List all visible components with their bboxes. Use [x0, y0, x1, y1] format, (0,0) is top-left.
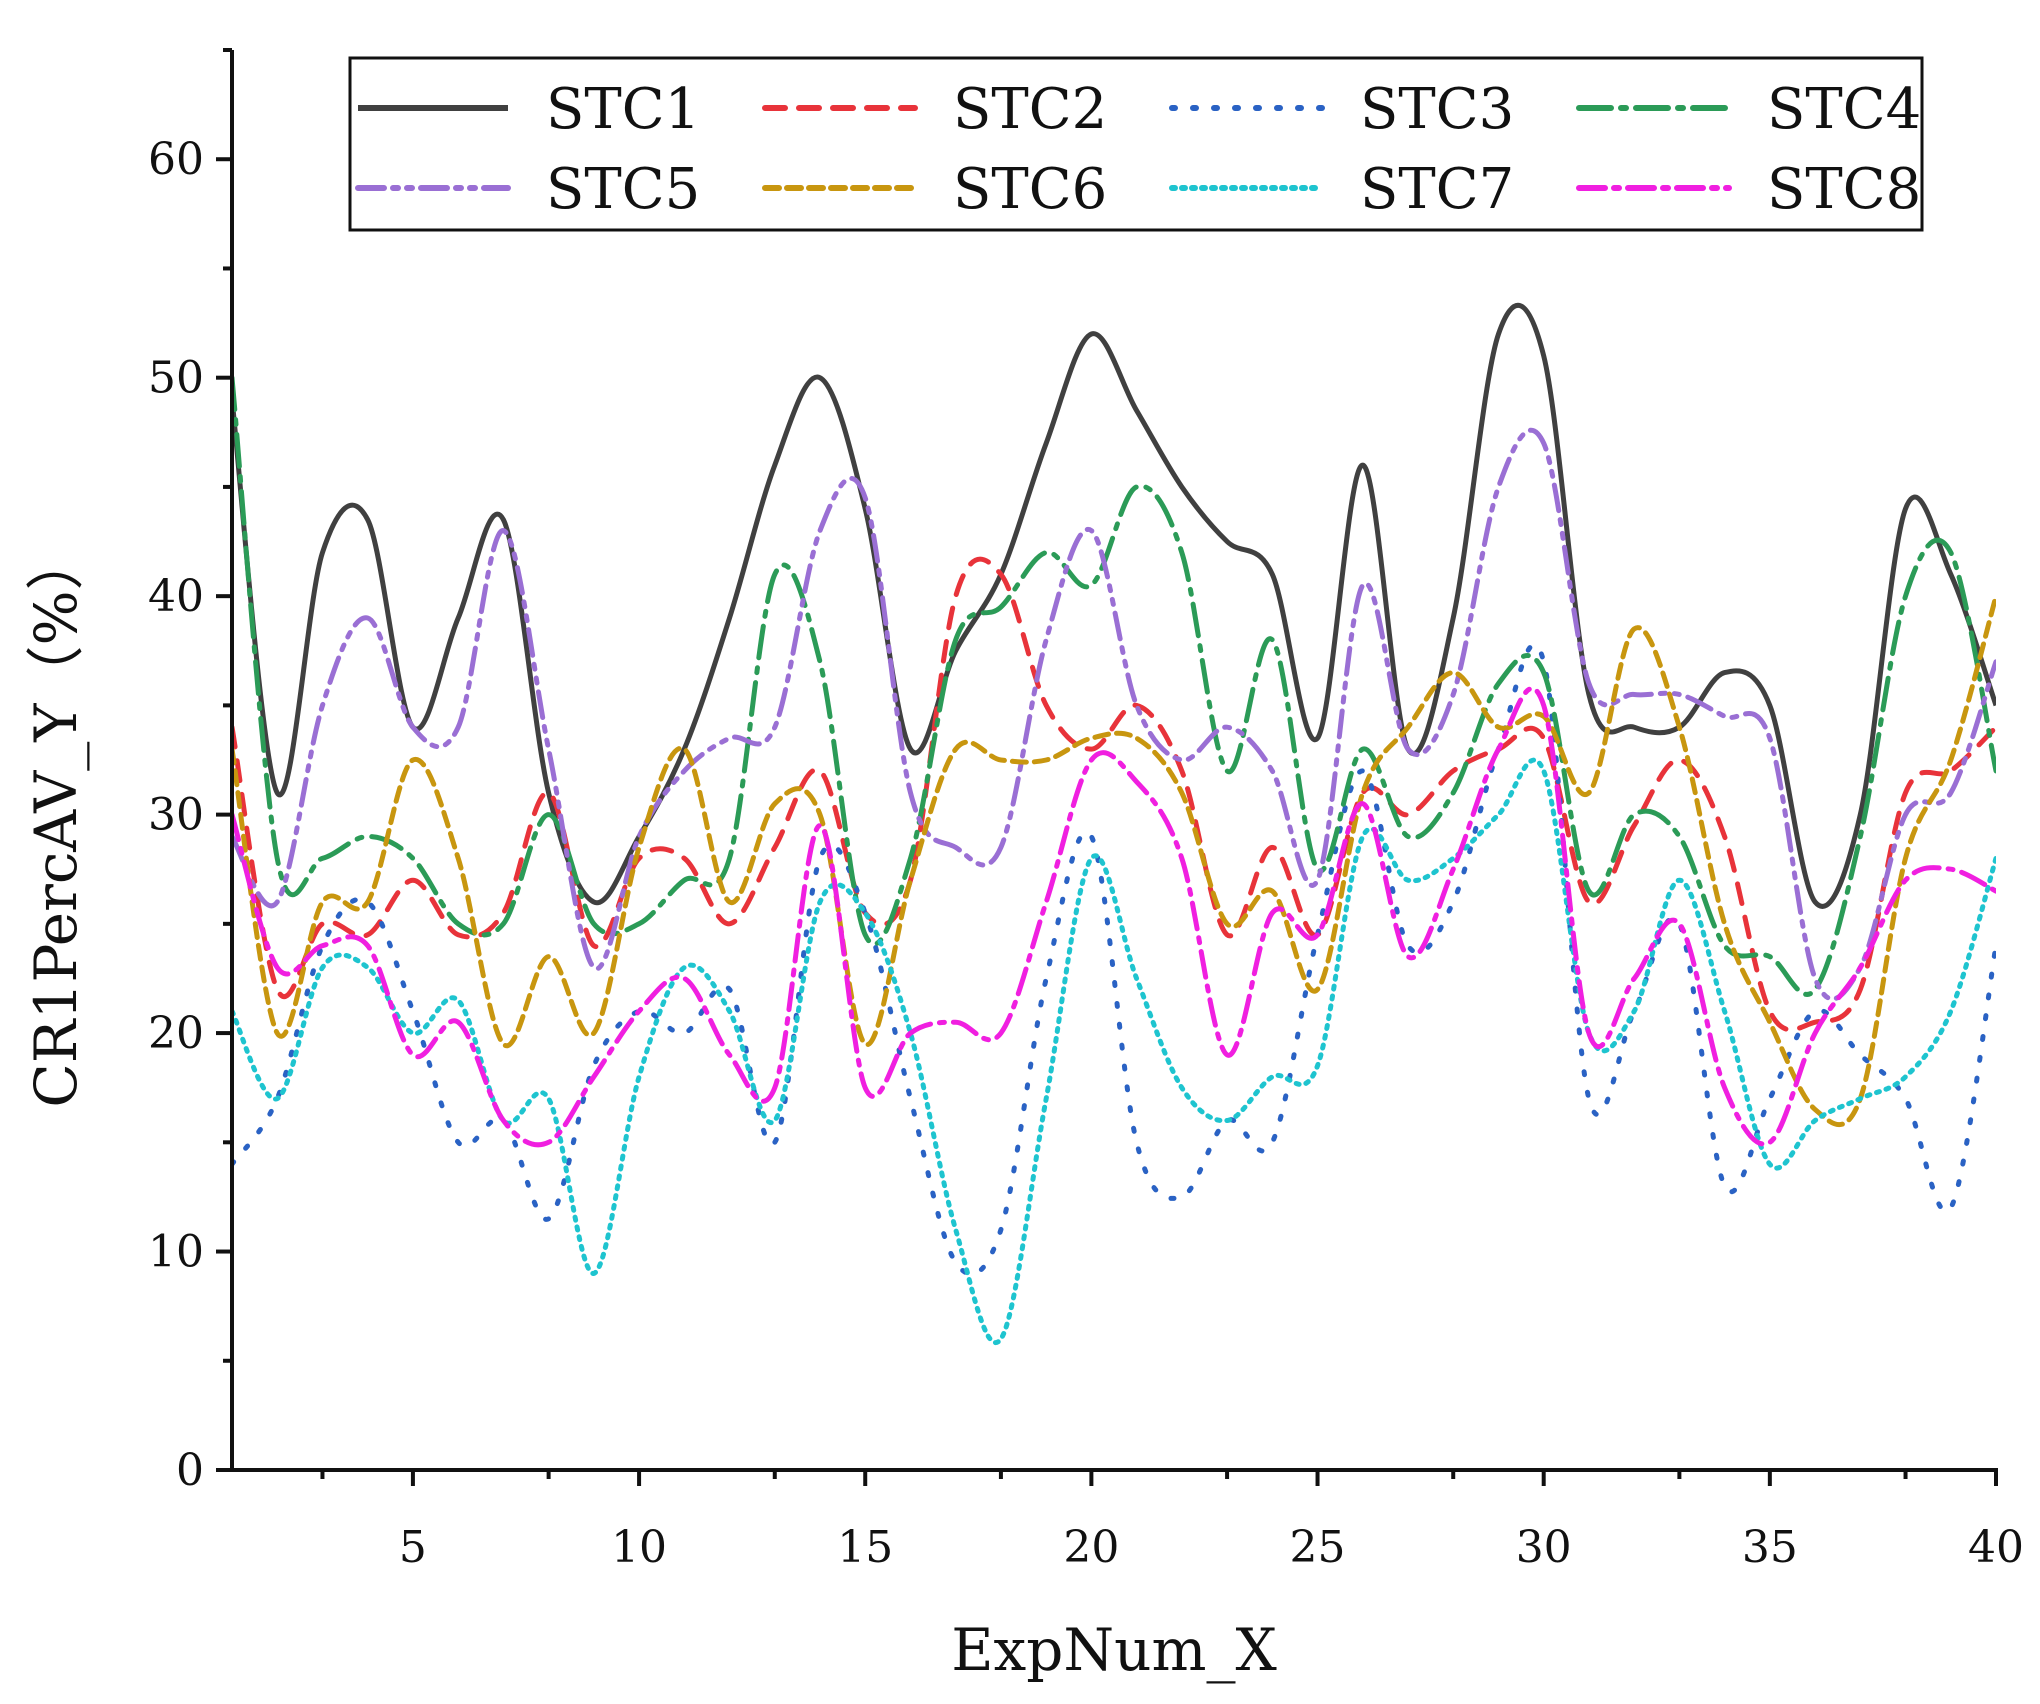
series-line-stc1 [232, 302, 1996, 909]
y-tick-label: 30 [148, 790, 204, 841]
legend-label: STC1 [546, 77, 700, 142]
legend-label: STC6 [953, 157, 1107, 222]
legend-item-stc5: STC5 [355, 157, 700, 222]
x-tick-label: 30 [1516, 1522, 1572, 1573]
legend-item-stc6: STC6 [762, 157, 1107, 222]
series-line-stc4 [232, 375, 1996, 997]
x-tick-label: 35 [1742, 1522, 1798, 1573]
legend-label: STC7 [1360, 157, 1514, 222]
legend-frame [348, 56, 1924, 232]
x-tick-label: 5 [399, 1522, 427, 1573]
x-tick-label: 20 [1063, 1522, 1119, 1573]
series-line-stc2 [232, 556, 1996, 1033]
legend: STC1 STC2 STC3 STC4 STC5 STC6 STC7 STC8 [348, 56, 1924, 232]
y-tick-label: 40 [148, 571, 204, 622]
series-line-stc3 [232, 642, 1996, 1277]
legend-item-stc1: STC1 [358, 77, 700, 142]
x-axis-title: ExpNum_X [951, 1616, 1277, 1684]
x-tick-label: 10 [611, 1522, 667, 1573]
legend-item-stc4: STC4 [1576, 77, 1921, 142]
legend-label: STC4 [1767, 77, 1921, 142]
series-line-stc8 [232, 686, 1996, 1148]
legend-label: STC2 [953, 77, 1107, 142]
y-axis-title: CR1PercAV_Y（%） [22, 532, 90, 1107]
series-line-stc7 [232, 757, 1996, 1345]
x-tick-label: 15 [837, 1522, 893, 1573]
legend-item-stc8: STC8 [1576, 157, 1921, 222]
series-layer [232, 302, 1996, 1345]
y-tick-label: 50 [148, 353, 204, 404]
y-tick-label: 10 [148, 1227, 204, 1278]
series-line-stc6 [232, 593, 1996, 1128]
y-tick-label: 0 [176, 1445, 204, 1496]
legend-label: STC3 [1360, 77, 1514, 142]
legend-label: STC5 [546, 157, 700, 222]
x-tick-label: 25 [1290, 1522, 1346, 1573]
legend-item-stc3: STC3 [1169, 77, 1514, 142]
legend-item-stc2: STC2 [762, 77, 1107, 142]
legend-items: STC1 STC2 STC3 STC4 STC5 STC6 STC7 STC8 [355, 77, 1921, 222]
x-tick-label: 40 [1968, 1522, 2024, 1573]
legend-item-stc7: STC7 [1169, 157, 1514, 222]
y-tick-label: 60 [148, 134, 204, 185]
y-tick-label: 20 [148, 1008, 204, 1059]
series-line-stc5 [232, 427, 1996, 1002]
axes-layer: 0 10 20 30 40 50 60 5 10 15 20 25 30 35 40 [148, 48, 2024, 1573]
legend-label: STC8 [1767, 157, 1921, 222]
